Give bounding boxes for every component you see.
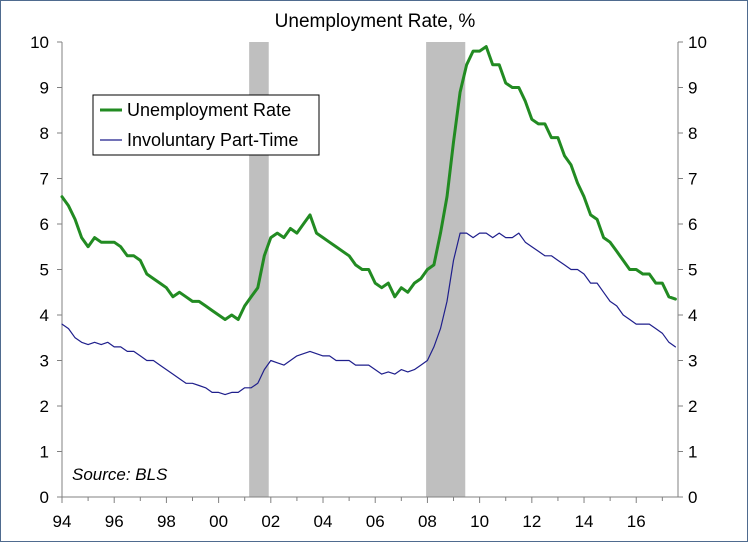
recession-band-1 xyxy=(426,42,466,497)
x-tick-label: 06 xyxy=(366,512,385,531)
series-line-involuntary-part-time xyxy=(61,232,676,396)
y-tick-label-right: 3 xyxy=(688,352,697,371)
y-tick-label-right: 10 xyxy=(688,33,707,52)
y-tick-label-left: 6 xyxy=(40,215,49,234)
series-lines xyxy=(60,45,677,396)
x-tick-label: 94 xyxy=(53,512,72,531)
y-tick-label-left: 7 xyxy=(40,170,49,189)
legend-label-unemployment-rate: Unemployment Rate xyxy=(127,100,291,120)
y-tick-label-left: 10 xyxy=(30,33,49,52)
y-tick-label-left: 8 xyxy=(40,124,49,143)
y-tick-label-right: 6 xyxy=(688,215,697,234)
y-tick-label-right: 4 xyxy=(688,306,697,325)
x-tick-label: 14 xyxy=(575,512,594,531)
y-tick-label-right: 7 xyxy=(688,170,697,189)
y-tick-label-left: 5 xyxy=(40,261,49,280)
legend-label-involuntary-part-time: Involuntary Part-Time xyxy=(127,130,298,150)
y-tick-label-right: 8 xyxy=(688,124,697,143)
y-tick-label-right: 0 xyxy=(688,488,697,507)
y-tick-label-right: 5 xyxy=(688,261,697,280)
y-tick-label-left: 1 xyxy=(40,443,49,462)
legend: Unemployment Rate Involuntary Part-Time xyxy=(92,94,320,156)
x-tick-label: 16 xyxy=(627,512,646,531)
x-tick-label: 08 xyxy=(418,512,437,531)
source-note: Source: BLS xyxy=(72,465,168,484)
legend-box xyxy=(92,94,320,156)
x-tick-label: 00 xyxy=(209,512,228,531)
x-tick-label: 02 xyxy=(261,512,280,531)
x-tick-label: 98 xyxy=(157,512,176,531)
y-tick-label-left: 9 xyxy=(40,79,49,98)
y-tick-label-left: 0 xyxy=(40,488,49,507)
y-tick-label-left: 4 xyxy=(40,306,49,325)
y-tick-label-right: 9 xyxy=(688,79,697,98)
chart-title: Unemployment Rate, % xyxy=(275,11,476,32)
y-tick-label-right: 1 xyxy=(688,443,697,462)
x-tick-label: 10 xyxy=(470,512,489,531)
x-tick-label: 04 xyxy=(314,512,333,531)
y-tick-label-left: 3 xyxy=(40,352,49,371)
x-tick-label: 12 xyxy=(522,512,541,531)
recession-band-0 xyxy=(249,42,269,497)
x-tick-label: 96 xyxy=(105,512,124,531)
y-tick-label-right: 2 xyxy=(688,397,697,416)
series-line-unemployment-rate xyxy=(60,45,677,321)
recession-shading xyxy=(249,42,466,497)
y-tick-label-left: 2 xyxy=(40,397,49,416)
